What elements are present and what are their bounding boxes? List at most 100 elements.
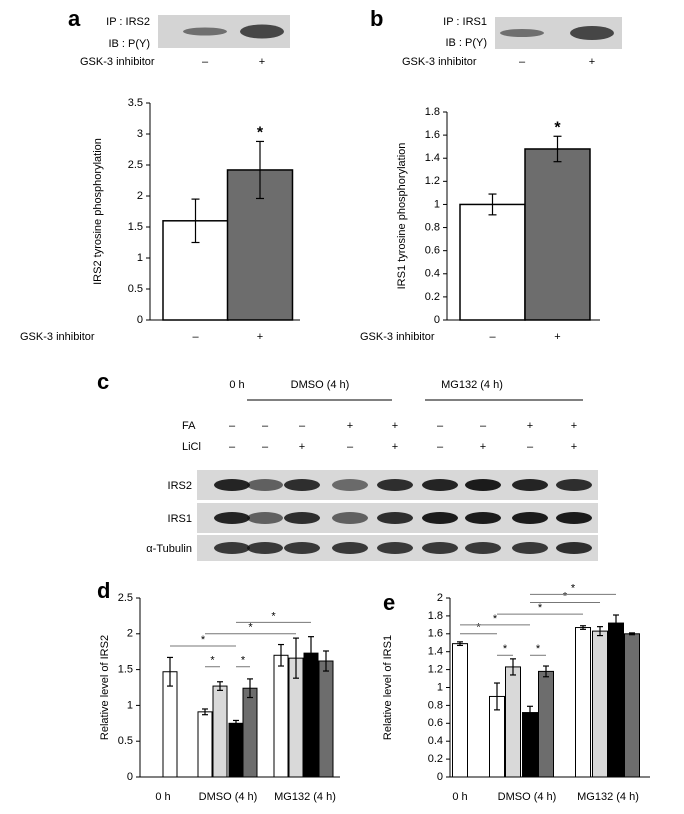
x-row-label: GSK-3 inhibitor: [20, 331, 95, 343]
band: [422, 512, 458, 524]
band: [332, 542, 368, 554]
significance: *: [201, 634, 206, 646]
x-tick-label: 0 h: [452, 791, 467, 803]
y-tick-label: 0.4: [425, 268, 440, 280]
error-bar: [527, 705, 533, 720]
band: [284, 479, 320, 491]
error-bar: [543, 665, 549, 678]
bar: [242, 687, 258, 778]
treatment-sign: +: [571, 441, 577, 453]
error-bar: [233, 719, 239, 727]
treatment-sign: –: [347, 441, 354, 453]
blot-treatment: GSK-3 inhibitor: [402, 56, 477, 68]
significance: *: [554, 119, 561, 136]
error-bar: [293, 637, 299, 679]
x-tick-label: –: [489, 331, 496, 343]
significance: *: [536, 643, 541, 655]
row-label: α-Tubulin: [146, 543, 192, 555]
treatment-sign: –: [480, 420, 487, 432]
x-tick-label: –: [192, 331, 199, 343]
bar: [318, 660, 334, 778]
band: [422, 479, 458, 491]
treatment-sign: +: [347, 420, 353, 432]
bar: [452, 643, 468, 778]
treatment-sign: +: [299, 441, 305, 453]
bar: [226, 169, 294, 321]
treatment-sign: +: [571, 420, 577, 432]
error-bar: [553, 135, 562, 163]
y-tick-label: 1.6: [428, 628, 443, 640]
x-tick-label: MG132 (4 h): [274, 791, 336, 803]
y-tick-label: 0: [437, 771, 443, 783]
band: [284, 512, 320, 524]
y-axis-label: IRS1 tyrosine phosphorylation: [396, 143, 408, 290]
panel-letter: a: [68, 6, 81, 31]
significance: *: [241, 655, 246, 667]
x-tick-label: MG132 (4 h): [577, 791, 639, 803]
y-tick-label: 2: [437, 592, 443, 604]
band: [570, 26, 614, 40]
y-tick-label: 0: [434, 314, 440, 326]
y-tick-label: 1.2: [425, 175, 440, 187]
treatment-sign: –: [437, 441, 444, 453]
band: [377, 479, 413, 491]
band: [512, 542, 548, 554]
error-bar: [580, 625, 586, 630]
band: [332, 512, 368, 524]
bar: [212, 685, 228, 778]
error-bar: [308, 636, 314, 671]
y-tick-label: 1.2: [428, 664, 443, 676]
band: [556, 512, 592, 524]
blot-lane-label: –: [202, 56, 209, 68]
blot-lane-label: +: [589, 56, 595, 68]
band: [284, 542, 320, 554]
error-bar: [494, 682, 500, 711]
panel-letter: d: [97, 578, 110, 603]
band: [512, 512, 548, 524]
significance: *: [538, 602, 543, 614]
y-axis-label: Relative level of IRS2: [99, 635, 111, 740]
y-tick-label: 0.5: [118, 735, 133, 747]
band: [512, 479, 548, 491]
treatment-sign: –: [229, 420, 236, 432]
group-label: MG132 (4 h): [441, 379, 503, 391]
significance: *: [493, 613, 498, 625]
treatment-sign: –: [229, 441, 236, 453]
bar: [162, 671, 178, 778]
error-bar: [629, 632, 635, 636]
y-tick-label: 0.8: [425, 221, 440, 233]
band: [500, 29, 544, 37]
band: [556, 542, 592, 554]
band: [214, 512, 250, 524]
bar: [624, 633, 640, 778]
x-tick-label: DMSO (4 h): [498, 791, 557, 803]
x-tick-label: 0 h: [155, 791, 170, 803]
band: [422, 542, 458, 554]
y-tick-label: 1: [127, 699, 133, 711]
y-tick-label: 3: [137, 128, 143, 140]
y-tick-label: 0.6: [425, 245, 440, 257]
x-tick-label: +: [554, 331, 560, 343]
band: [247, 512, 283, 524]
y-tick-label: 3.5: [128, 97, 143, 109]
y-tick-label: 0.4: [428, 735, 443, 747]
y-axis-label: IRS2 tyrosine phosphorylation: [92, 138, 104, 285]
band: [247, 542, 283, 554]
row-label: IRS2: [168, 480, 192, 492]
treatment-sign: –: [299, 420, 306, 432]
blot-lane-label: –: [519, 56, 526, 68]
y-tick-label: 1: [434, 198, 440, 210]
band: [183, 27, 227, 36]
significance: *: [503, 643, 508, 655]
band: [240, 24, 284, 39]
x-tick-label: DMSO (4 h): [199, 791, 258, 803]
significance: *: [476, 622, 481, 634]
y-tick-label: 1.8: [428, 610, 443, 622]
treatment-sign: +: [527, 420, 533, 432]
error-bar: [278, 643, 284, 667]
y-tick-label: 0.2: [428, 753, 443, 765]
treatment-sign: –: [437, 420, 444, 432]
x-row-label: GSK-3 inhibitor: [360, 331, 435, 343]
error-bar: [167, 656, 173, 687]
